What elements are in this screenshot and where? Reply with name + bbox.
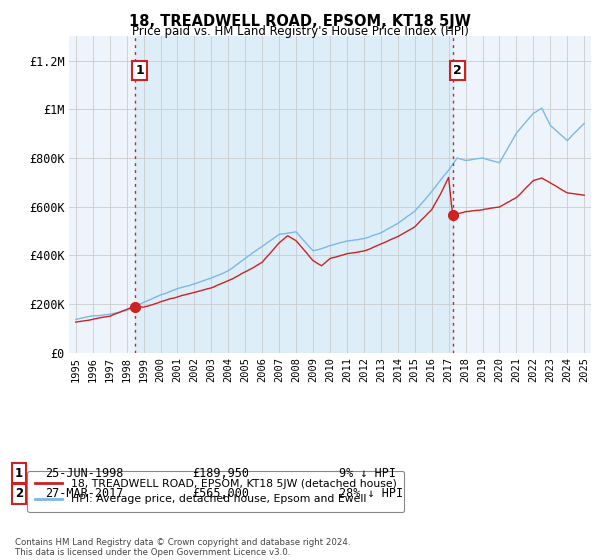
Text: 28% ↓ HPI: 28% ↓ HPI — [339, 487, 403, 501]
Text: Contains HM Land Registry data © Crown copyright and database right 2024.
This d: Contains HM Land Registry data © Crown c… — [15, 538, 350, 557]
Text: 25-JUN-1998: 25-JUN-1998 — [45, 466, 124, 480]
Text: 18, TREADWELL ROAD, EPSOM, KT18 5JW: 18, TREADWELL ROAD, EPSOM, KT18 5JW — [129, 14, 471, 29]
Text: Price paid vs. HM Land Registry's House Price Index (HPI): Price paid vs. HM Land Registry's House … — [131, 25, 469, 38]
Text: £189,950: £189,950 — [192, 466, 249, 480]
Text: 1: 1 — [136, 64, 144, 77]
Text: £565,000: £565,000 — [192, 487, 249, 501]
Text: 2: 2 — [453, 64, 462, 77]
Bar — [135, 36, 452, 353]
Text: 9% ↓ HPI: 9% ↓ HPI — [339, 466, 396, 480]
Text: 27-MAR-2017: 27-MAR-2017 — [45, 487, 124, 501]
Text: 1: 1 — [15, 466, 23, 480]
Legend: 18, TREADWELL ROAD, EPSOM, KT18 5JW (detached house), HPI: Average price, detach: 18, TREADWELL ROAD, EPSOM, KT18 5JW (det… — [28, 472, 404, 512]
Text: 2: 2 — [15, 487, 23, 501]
